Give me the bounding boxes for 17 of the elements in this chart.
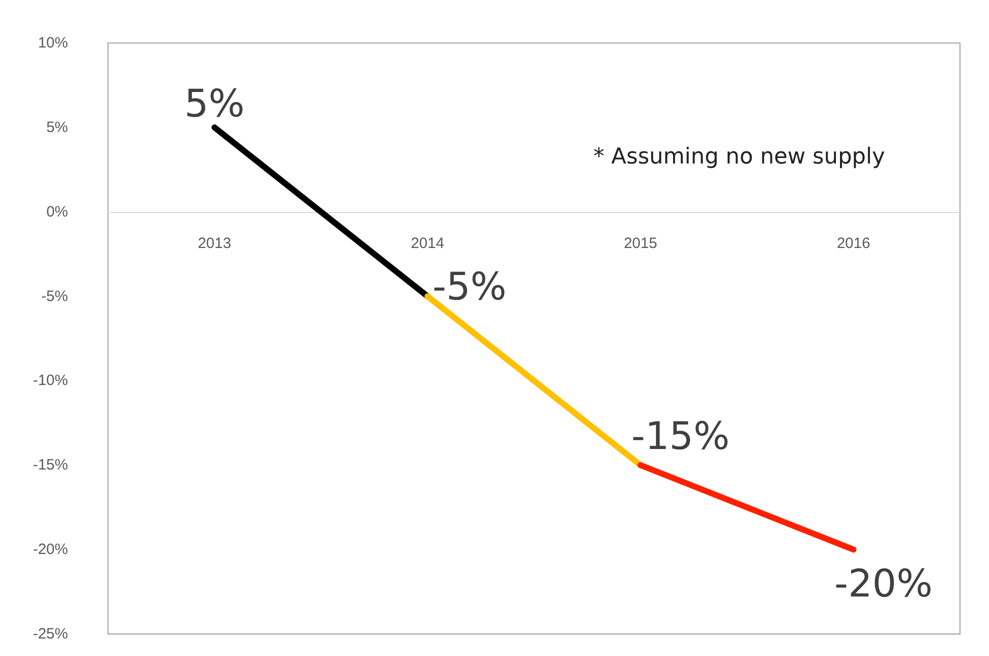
- y-tick-label: -10%: [32, 372, 68, 390]
- data-label: 5%: [184, 81, 245, 126]
- y-tick-label: 10%: [38, 34, 68, 52]
- x-tick-label: 2013: [198, 234, 232, 252]
- annotation: * Assuming no new supply: [593, 144, 886, 170]
- x-tick-label: 2015: [624, 234, 658, 252]
- data-label: -15%: [631, 414, 730, 458]
- data-label: -20%: [834, 562, 933, 606]
- y-tick-label: -5%: [41, 288, 68, 305]
- data-label: -5%: [432, 264, 506, 308]
- y-tick-label: -25%: [32, 626, 68, 642]
- x-tick-label: 2016: [836, 234, 870, 252]
- y-tick-label: -20%: [32, 541, 68, 558]
- y-tick-label: -15%: [32, 456, 68, 474]
- y-tick-label: 5%: [46, 118, 68, 136]
- x-tick-label: 2014: [410, 234, 444, 252]
- y-tick-label: 0%: [46, 203, 68, 220]
